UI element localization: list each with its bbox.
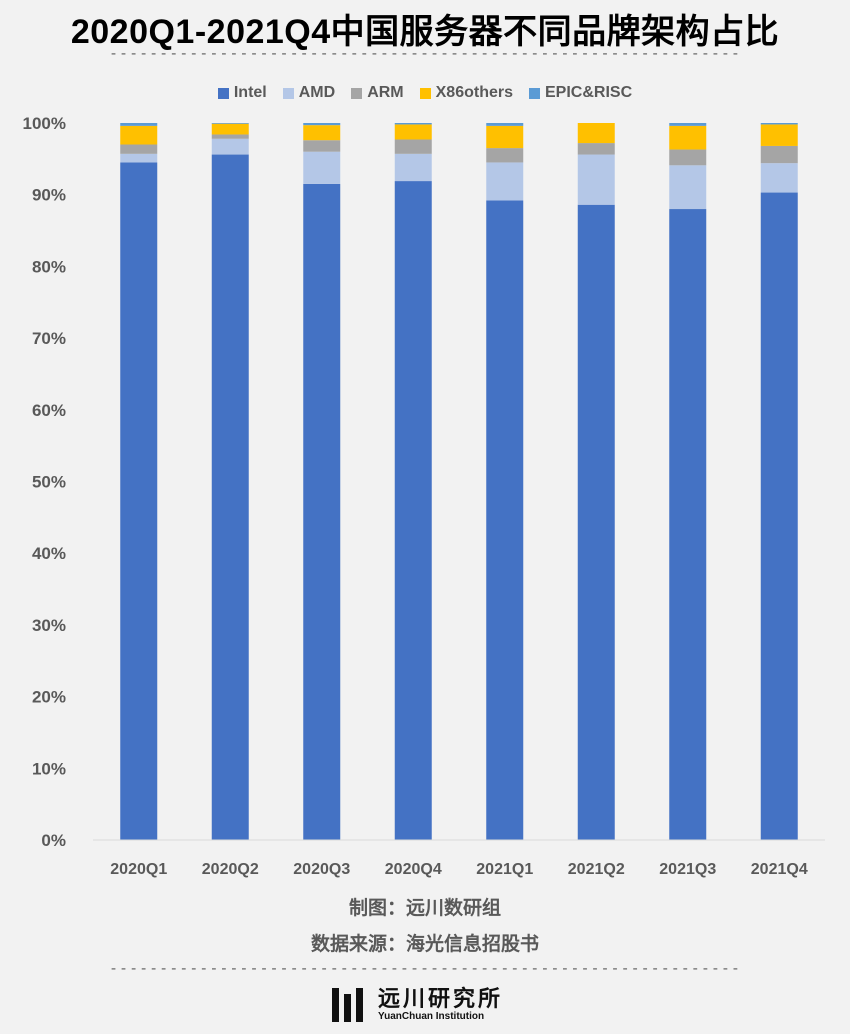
bar-segment-x86others-2021Q1 bbox=[486, 125, 524, 149]
bar-segment-epic-risc-2020Q1 bbox=[120, 123, 158, 126]
y-tick-label: 20% bbox=[32, 688, 66, 707]
bar-segment-intel-2020Q3 bbox=[303, 183, 341, 840]
legend-item-0: Intel bbox=[217, 84, 267, 102]
legend-label: Intel bbox=[233, 84, 267, 101]
y-tick-label: 70% bbox=[32, 329, 66, 348]
legend-item-1: AMD bbox=[282, 84, 336, 102]
bar-segment-epic-risc-2021Q3 bbox=[669, 123, 707, 126]
bar-segment-arm-2021Q1 bbox=[486, 148, 524, 163]
x-tick-label: 2020Q4 bbox=[385, 861, 442, 878]
bar-segment-intel-2021Q4 bbox=[760, 192, 798, 840]
y-tick-label: 40% bbox=[32, 544, 66, 563]
x-tick-label: 2020Q3 bbox=[293, 861, 350, 878]
y-tick-label: 60% bbox=[32, 401, 66, 420]
bar-segment-intel-2020Q1 bbox=[120, 162, 158, 840]
bar-segment-amd-2021Q3 bbox=[669, 165, 707, 210]
bar-segment-x86others-2020Q1 bbox=[120, 125, 158, 145]
legend-swatch bbox=[217, 87, 229, 99]
bar-segment-intel-2021Q3 bbox=[669, 209, 707, 840]
bar-segment-arm-2020Q4 bbox=[394, 139, 432, 154]
legend-label: EPIC&RISC bbox=[545, 84, 633, 101]
bar-segment-intel-2020Q2 bbox=[211, 154, 249, 841]
x-tick-label: 2021Q1 bbox=[476, 861, 533, 878]
bar-segment-x86others-2020Q4 bbox=[394, 124, 432, 140]
bar-segment-epic-risc-2021Q4 bbox=[760, 123, 798, 125]
legend-label: X86others bbox=[435, 84, 513, 101]
bar-segment-amd-2021Q4 bbox=[760, 163, 798, 193]
bar-segment-intel-2021Q1 bbox=[486, 200, 524, 840]
legend-label: ARM bbox=[367, 84, 404, 101]
credit-maker: 制图：远川数研组 bbox=[348, 898, 501, 919]
credit-source: 数据来源：海光信息招股书 bbox=[310, 934, 539, 955]
y-tick-label: 90% bbox=[32, 186, 66, 205]
legend-swatch bbox=[419, 87, 431, 99]
bar-segment-epic-risc-2021Q1 bbox=[486, 123, 524, 126]
bar-segment-arm-2021Q4 bbox=[760, 145, 798, 164]
yuanchuan-bars-logo-icon bbox=[332, 988, 363, 1022]
bar-segment-arm-2021Q3 bbox=[669, 149, 707, 166]
bar-segment-x86others-2021Q2 bbox=[577, 123, 615, 144]
bar-segment-amd-2021Q1 bbox=[486, 162, 524, 201]
bar-segment-arm-2020Q3 bbox=[303, 140, 341, 152]
y-tick-label: 50% bbox=[32, 473, 66, 492]
x-tick-label: 2021Q3 bbox=[659, 861, 716, 878]
bar-segment-arm-2021Q2 bbox=[577, 143, 615, 155]
bar-segment-amd-2020Q3 bbox=[303, 151, 341, 184]
bar-segment-intel-2020Q4 bbox=[394, 181, 432, 840]
logo-name-cn: 远川研究所 bbox=[378, 986, 504, 1011]
bar-segment-arm-2020Q1 bbox=[120, 144, 158, 154]
bar-segment-epic-risc-2020Q3 bbox=[303, 123, 341, 126]
bar-segment-amd-2020Q4 bbox=[394, 153, 432, 182]
bar-segment-x86others-2020Q2 bbox=[211, 123, 249, 135]
x-tick-label: 2021Q2 bbox=[568, 861, 625, 878]
bar-segment-amd-2020Q2 bbox=[211, 138, 249, 155]
legend-swatch bbox=[351, 87, 363, 99]
bar-segment-amd-2021Q2 bbox=[577, 154, 615, 205]
bar-segment-amd-2020Q1 bbox=[120, 153, 158, 163]
bar-segment-intel-2021Q2 bbox=[577, 204, 615, 840]
footer-divider: ----------------------------------------… bbox=[109, 959, 741, 977]
chart-title: 2020Q1-2021Q4中国服务器不同品牌架构占比 bbox=[70, 13, 780, 51]
bar-segment-x86others-2021Q4 bbox=[760, 124, 798, 146]
bar-segment-epic-risc-2020Q4 bbox=[394, 123, 432, 125]
legend-swatch bbox=[282, 87, 294, 99]
y-tick-label: 100% bbox=[23, 114, 66, 133]
logo-name-en: YuanChuan Institution bbox=[378, 1011, 485, 1022]
yuanchuan-logo: 远川研究所 YuanChuan Institution bbox=[330, 986, 503, 1024]
legend-label: AMD bbox=[298, 84, 336, 101]
legend-item-4: EPIC&RISC bbox=[529, 84, 632, 102]
bar-segment-x86others-2020Q3 bbox=[303, 125, 341, 141]
y-tick-label: 30% bbox=[32, 616, 66, 635]
bar-segment-x86others-2021Q3 bbox=[669, 125, 707, 150]
legend-item-3: X86others bbox=[419, 84, 513, 102]
y-tick-label: 0% bbox=[41, 831, 66, 850]
x-tick-label: 2021Q4 bbox=[751, 861, 808, 878]
stacked-bar-chart: 0% 10% 20% 30% 40% 50% 60% 70% 80% 90% 100% 2020Q1 2… bbox=[23, 114, 825, 878]
bar-segment-epic-risc-2020Q2 bbox=[211, 123, 249, 124]
legend-swatch bbox=[529, 87, 540, 99]
y-tick-label: 10% bbox=[32, 759, 66, 778]
chart-legend: Intel AMD ARM X86others EPIC&RISC bbox=[0, 84, 850, 102]
x-tick-label: 2020Q1 bbox=[110, 861, 167, 878]
bar-segment-arm-2020Q2 bbox=[211, 134, 249, 139]
y-tick-label: 80% bbox=[32, 257, 66, 276]
title-divider: ----------------------------------------… bbox=[109, 44, 741, 62]
legend-item-2: ARM bbox=[351, 84, 404, 102]
x-tick-label: 2020Q2 bbox=[202, 861, 259, 878]
